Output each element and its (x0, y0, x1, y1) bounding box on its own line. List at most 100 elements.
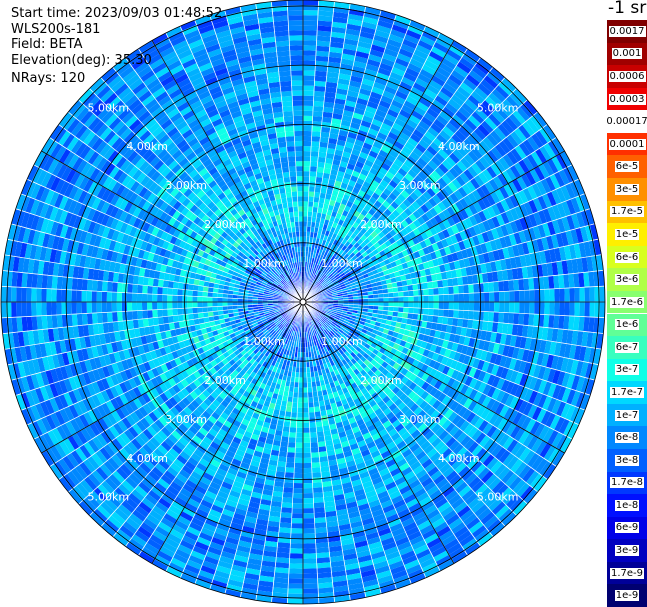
range-gate (341, 324, 347, 330)
range-gate (496, 270, 504, 282)
range-gate (452, 477, 465, 490)
range-gate (532, 364, 542, 378)
range-gate (478, 140, 491, 153)
range-gate (370, 255, 377, 262)
range-gate (441, 144, 453, 156)
range-gate (339, 528, 353, 536)
range-gate (150, 377, 160, 388)
range-gate (170, 557, 187, 569)
range-gate (111, 490, 125, 504)
range-gate (254, 334, 260, 340)
range-gate (431, 517, 446, 529)
range-gate (460, 435, 472, 447)
range-gate (322, 224, 328, 231)
range-gate (392, 265, 399, 273)
range-gate (368, 298, 374, 302)
range-gate (471, 111, 485, 124)
range-gate (184, 461, 197, 471)
range-gate (490, 162, 502, 176)
range-gate (199, 532, 213, 542)
range-gate (276, 378, 283, 385)
range-gate (467, 426, 479, 438)
range-gate (276, 314, 282, 319)
range-gate (334, 180, 342, 188)
range-gate (325, 246, 331, 253)
range-gate (152, 530, 168, 542)
range-gate (350, 245, 357, 253)
range-gate (364, 264, 371, 270)
range-gate (288, 588, 303, 594)
range-gate (76, 430, 88, 445)
range-gate (415, 469, 428, 480)
range-gate (56, 425, 68, 441)
range-gate (250, 548, 264, 556)
range-gate (319, 266, 324, 272)
range-gate (315, 290, 320, 294)
range-gate (326, 409, 333, 416)
range-gate (319, 272, 324, 278)
range-gate (320, 311, 326, 315)
range-gate (432, 315, 439, 323)
range-gate (392, 342, 400, 350)
range-gate (408, 568, 424, 580)
range-gate (271, 500, 282, 508)
range-gate (371, 476, 383, 486)
range-gate (433, 41, 449, 54)
range-gate (303, 568, 318, 574)
range-gate (424, 163, 435, 174)
range-gate (320, 131, 330, 138)
range-gate (339, 394, 346, 401)
range-gate (227, 579, 244, 588)
range-gate (393, 19, 409, 30)
range-gate (444, 408, 454, 419)
range-gate (330, 428, 339, 435)
ray-separator (302, 301, 397, 590)
range-gate (518, 313, 525, 325)
range-gate (194, 541, 210, 551)
range-gate (459, 197, 469, 209)
range-gate (324, 399, 331, 406)
range-gate (285, 462, 295, 468)
range-gate (463, 302, 470, 311)
range-gate (402, 312, 409, 319)
range-gate (352, 248, 359, 255)
range-gate (486, 457, 499, 471)
range-gate (437, 338, 444, 347)
range-gate (429, 387, 439, 397)
range-gate (554, 342, 562, 356)
range-gate (244, 479, 255, 487)
range-gate (303, 573, 318, 579)
range-gate (464, 206, 474, 218)
range-gate (357, 156, 367, 164)
range-gate (178, 423, 189, 433)
range-gate (518, 159, 530, 174)
range-gate (378, 127, 390, 136)
range-gate (348, 8, 365, 17)
range-gate (269, 454, 279, 462)
range-gate (252, 367, 260, 374)
range-gate (246, 355, 253, 362)
range-gate (445, 470, 458, 482)
range-gate (531, 265, 539, 278)
range-gate (448, 152, 460, 164)
range-gate (484, 292, 490, 302)
range-gate (326, 311, 332, 315)
range-gate (363, 230, 371, 238)
range-gate (502, 452, 515, 467)
range-gate (402, 554, 418, 565)
range-gate (556, 386, 567, 401)
range-gate (338, 165, 347, 173)
range-gate (267, 358, 274, 365)
range-gate (450, 390, 460, 401)
range-gate (399, 109, 411, 119)
range-gate (340, 341, 346, 347)
range-gate (345, 255, 352, 262)
range-gate (392, 217, 401, 226)
range-gate (344, 100, 357, 108)
range-gate (357, 554, 372, 563)
range-gate (196, 405, 206, 415)
range-gate (391, 175, 401, 185)
range-gate (561, 260, 569, 275)
range-gate (518, 230, 527, 243)
range-gate (518, 190, 529, 204)
